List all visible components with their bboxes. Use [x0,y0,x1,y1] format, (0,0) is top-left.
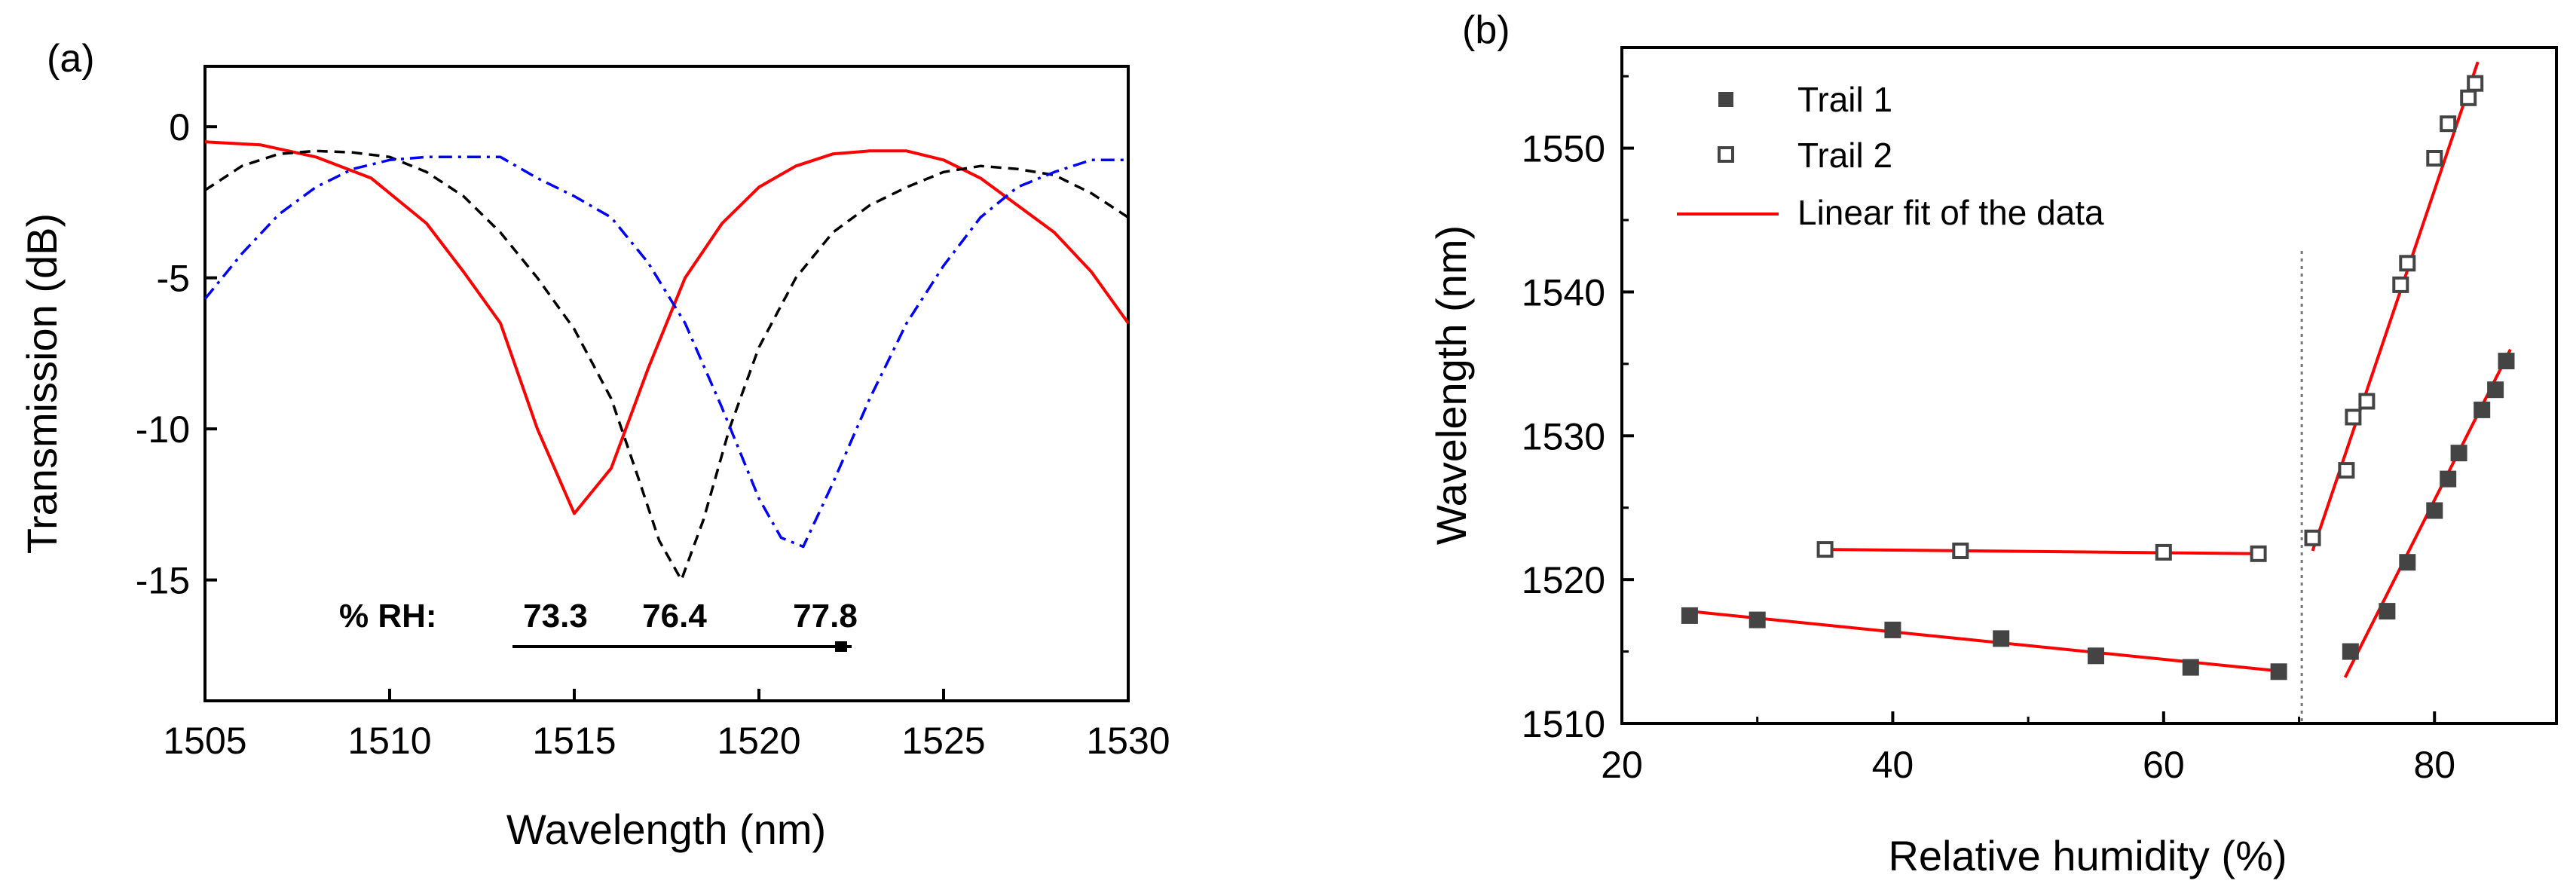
rh-value-2: 76.4 [642,598,707,635]
a-x-tick-label: 1505 [163,720,246,762]
panel-b-ticks: 20 40 60 80 1510 1520 1530 1540 1550 [1522,75,2455,786]
legend-marker-trail-1 [1718,92,1733,107]
trail-2-point [2460,89,2477,106]
rh-value-1: 73.3 [523,598,588,635]
a-x-tick-label: 1525 [901,720,985,762]
trail-2-point [2467,75,2484,92]
b-x-tick-label: 60 [2143,744,2185,786]
trail-2-point [2345,408,2362,426]
legend-label-trail-1: Trail 1 [1797,80,1892,119]
trail-2-point [2155,543,2172,561]
trail-1-point [2474,401,2491,418]
trail-2-point [2304,529,2321,546]
b-y-tick-label: 1530 [1522,415,1605,457]
panel-a-frame [203,65,1130,702]
panel-a-series [203,140,1130,582]
a-y-tick-label: -15 [136,560,190,602]
panel-b-frame [1620,46,2558,725]
trail-1-point [2399,554,2416,571]
series-line-rh-73-3 [204,140,1130,515]
a-y-tick-label: 0 [169,106,190,148]
rh-arrow-head [835,641,847,652]
trail-1-point [2088,647,2104,665]
rh-prefix: % RH: [339,598,437,635]
trail-1-point [2342,643,2359,660]
a-x-tick-label: 1530 [1086,720,1170,762]
panel-a-y-axis-title: Transmission (dB) [18,213,66,554]
panel-b-legend: Trail 1 Trail 2 Linear fit of the data [1677,80,2104,232]
panel-a-ticks: 1505 1510 1515 1520 1525 1530 0 -5 -10 -15 [136,106,1170,762]
b-x-tick-label: 80 [2413,744,2455,786]
trail-1-point [2270,663,2287,680]
trail-1-point [1884,621,1901,638]
trail-2-point [2250,545,2267,562]
b-x-tick-label: 20 [1601,744,1643,786]
trail-2-point [2392,276,2409,293]
a-x-tick-label: 1515 [532,720,616,762]
series-line-rh-76-4 [204,149,1129,582]
trail-1-point [2182,659,2199,676]
trail-2-point [1816,541,1834,558]
fit-line [1825,548,2259,555]
legend-label-trail-2: Trail 2 [1797,136,1892,175]
panel-b-label: (b) [1462,8,1510,52]
a-y-tick-label: -10 [136,408,190,451]
b-y-tick-label: 1510 [1522,703,1605,745]
b-x-tick-label: 40 [1872,744,1914,786]
trail-2-point [2358,393,2376,410]
trail-2-point [2440,115,2457,133]
trail-1-point [1993,630,2010,647]
a-x-tick-label: 1510 [347,720,431,762]
panel-a-label: (a) [47,37,95,81]
panel-b-data [1681,61,2515,723]
trail-1-point [1681,607,1698,624]
panel-a-x-axis-title: Wavelength (nm) [506,806,826,853]
trail-2-point [2426,150,2443,167]
trail-2-point [2338,462,2355,479]
b-y-tick-label: 1540 [1522,271,1605,313]
trail-2-point [1952,543,1969,559]
trail-1-point [2440,470,2457,488]
trail-2-point [2399,255,2416,272]
b-y-tick-label: 1550 [1522,128,1605,170]
trail-1-point [1748,611,1766,628]
rh-value-3: 77.8 [793,598,858,635]
trail-1-point [2450,445,2467,462]
b-y-tick-label: 1520 [1522,559,1605,601]
trail-1-point [2487,381,2504,399]
series-line-rh-77-8 [203,155,1128,549]
legend-label-fit: Linear fit of the data [1797,193,2104,232]
trail-1-point [2379,603,2396,620]
trail-1-point [2426,502,2443,519]
panel-b-y-axis-title: Wavelength (nm) [1427,225,1475,545]
a-x-tick-label: 1520 [717,720,800,762]
a-y-tick-label: -5 [157,258,190,300]
panel-b-x-axis-title: Relative humidity (%) [1888,832,2287,879]
legend-marker-trail-2 [1718,146,1734,163]
trail-1-point [2498,353,2515,370]
